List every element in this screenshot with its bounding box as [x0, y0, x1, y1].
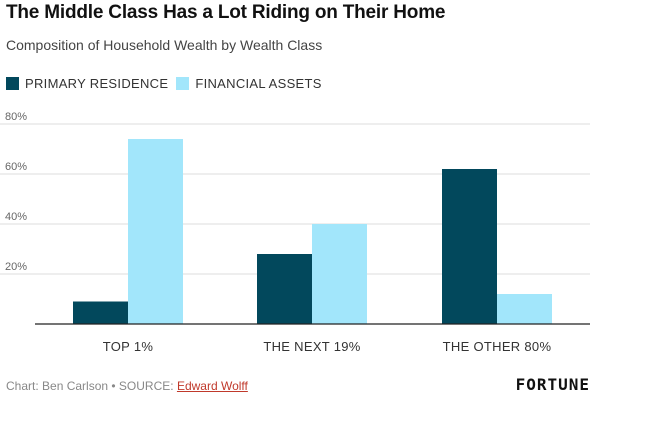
y-tick-label: 80% — [5, 111, 27, 123]
bar-financial-assets — [497, 294, 552, 324]
fortune-logo: FORTUNE — [515, 375, 590, 394]
x-tick-label: THE NEXT 19% — [263, 339, 360, 354]
chart-title: The Middle Class Has a Lot Riding on The… — [6, 2, 446, 23]
bar-primary-residence — [73, 301, 128, 324]
y-tick-label: 20% — [5, 261, 27, 273]
x-tick-label: THE OTHER 80% — [443, 339, 552, 354]
legend-swatch-primary-residence — [6, 77, 19, 90]
x-tick-label: TOP 1% — [103, 339, 154, 354]
chart-subtitle: Composition of Household Wealth by Wealt… — [6, 37, 323, 53]
source-link[interactable]: Edward Wolff — [176, 379, 248, 393]
legend-label-primary-residence: PRIMARY RESIDENCE — [25, 76, 169, 91]
legend-swatch-financial-assets — [176, 77, 190, 90]
bar-primary-residence — [442, 169, 497, 324]
y-tick-label: 40% — [5, 211, 27, 223]
bar-primary-residence — [257, 254, 312, 324]
legend-item-financial-assets: FINANCIAL ASSETS — [176, 76, 321, 91]
bar-financial-assets — [312, 224, 367, 324]
legend: PRIMARY RESIDENCE FINANCIAL ASSETS — [6, 76, 330, 91]
legend-item-primary-residence: PRIMARY RESIDENCE — [6, 76, 168, 91]
credit-text: Chart: Ben Carlson • SOURCE: — [6, 379, 177, 393]
legend-label-financial-assets: FINANCIAL ASSETS — [195, 76, 322, 91]
bar-financial-assets — [128, 139, 183, 324]
y-tick-label: 60% — [5, 161, 27, 173]
chart-footer: Chart: Ben Carlson • SOURCE: Edward Wolf… — [6, 379, 248, 393]
